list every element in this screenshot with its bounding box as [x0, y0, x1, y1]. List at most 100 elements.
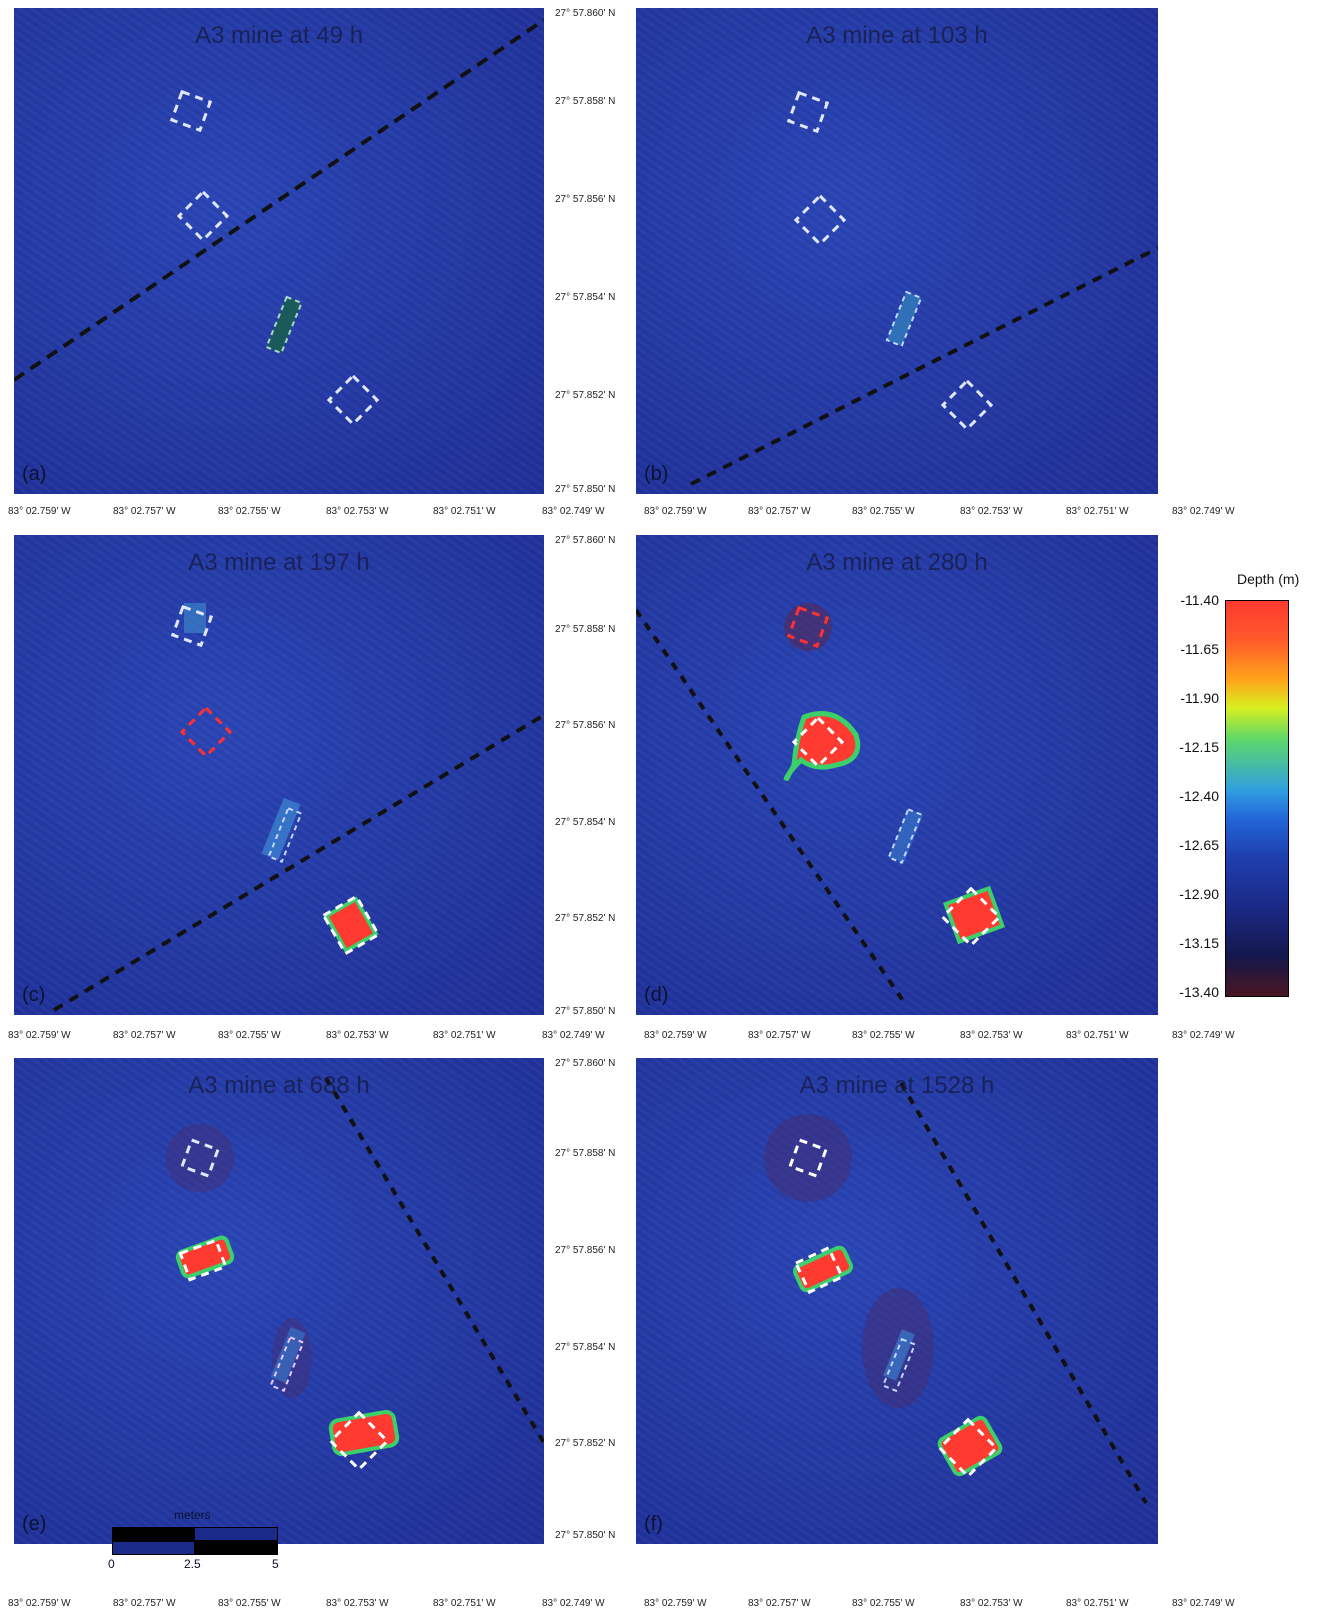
lon-tick: 83° 02.749' W	[542, 1030, 605, 1041]
colorbar-tick: -11.65	[1180, 641, 1219, 657]
lon-tick: 83° 02.755' W	[218, 1598, 281, 1609]
scale-segment	[112, 1527, 196, 1541]
panel-c-overlay	[52, 603, 544, 1012]
mine-marker	[791, 715, 845, 769]
lat-tick: 27° 57.850' N	[555, 1006, 616, 1017]
panel-letter: (f)	[644, 1513, 663, 1535]
lon-tick: 83° 02.759' W	[8, 1598, 71, 1609]
lat-tick: 27° 57.850' N	[555, 484, 616, 495]
panel-letter: (b)	[644, 463, 669, 485]
panel-letter: (c)	[22, 984, 46, 1006]
bathymetry-background	[14, 535, 544, 1015]
panel-d-overlay	[636, 603, 1006, 1007]
track-line	[324, 1076, 544, 1445]
colorbar-tick: -12.15	[1179, 739, 1219, 755]
lat-tick: 27° 57.854' N	[555, 1342, 616, 1353]
mine-marker	[178, 1238, 228, 1282]
mine-object	[270, 1326, 306, 1384]
lon-tick: 83° 02.749' W	[1172, 1030, 1235, 1041]
mine-marker	[786, 605, 830, 649]
colorbar-tick: -13.40	[1179, 984, 1219, 1000]
lon-tick: 83° 02.753' W	[960, 506, 1023, 517]
lon-tick: 83° 02.759' W	[8, 506, 71, 517]
mine-marker	[169, 89, 213, 133]
lon-tick: 83° 02.751' W	[433, 1598, 496, 1609]
lat-tick: 27° 57.856' N	[555, 194, 616, 205]
lon-tick: 83° 02.757' W	[113, 506, 176, 517]
lon-tick: 83° 02.755' W	[218, 1030, 281, 1041]
colorbar-tick: -11.90	[1180, 690, 1219, 706]
lon-tick: 83° 02.749' W	[542, 506, 605, 517]
lon-tick: 83° 02.759' W	[644, 1598, 707, 1609]
lon-tick: 83° 02.753' W	[960, 1598, 1023, 1609]
lat-tick: 27° 57.860' N	[555, 8, 616, 19]
scale-label: 5	[272, 1557, 279, 1571]
track-line	[636, 608, 908, 1007]
track-line	[899, 1081, 1148, 1505]
mine-marker	[793, 1245, 845, 1295]
mine-marker	[885, 290, 923, 348]
lat-tick: 27° 57.850' N	[555, 1530, 616, 1541]
lon-tick: 83° 02.755' W	[852, 506, 915, 517]
bathymetry-background	[636, 1058, 1158, 1544]
panel-title: A3 mine at 103 h	[806, 22, 988, 49]
lon-tick: 83° 02.751' W	[433, 506, 496, 517]
mine-marker	[267, 806, 303, 864]
lon-tick: 83° 02.753' W	[326, 1598, 389, 1609]
lat-tick: 27° 57.852' N	[555, 913, 616, 924]
track-line	[52, 713, 544, 1012]
lat-tick: 27° 57.860' N	[555, 1058, 616, 1069]
scale-segment	[194, 1541, 278, 1555]
lon-tick: 83° 02.755' W	[852, 1030, 915, 1041]
lon-tick: 83° 02.759' W	[8, 1030, 71, 1041]
panel-e-overlay	[166, 1076, 544, 1472]
lon-tick: 83° 02.759' W	[644, 1030, 707, 1041]
panel-title: A3 mine at 280 h	[806, 549, 988, 576]
mine-marker	[326, 373, 380, 427]
depth-colorbar	[1225, 600, 1289, 997]
panel-title: A3 mine at 1528 h	[799, 1072, 995, 1099]
panel-f: A3 mine at 1528 h (f)	[636, 1058, 1158, 1544]
mine-marker	[793, 193, 847, 247]
mine-object	[266, 296, 302, 354]
mine-marker	[269, 1335, 305, 1393]
mine-object	[261, 797, 301, 861]
lon-tick: 83° 02.759' W	[644, 506, 707, 517]
mine-marker	[940, 378, 994, 432]
scour-halo	[764, 1114, 852, 1202]
colorbar-tick: -12.40	[1179, 788, 1219, 804]
panel-a: A3 mine at 49 h (a)	[14, 8, 544, 494]
lon-tick: 83° 02.751' W	[1066, 1030, 1129, 1041]
lon-tick: 83° 02.757' W	[748, 1030, 811, 1041]
lon-tick: 83° 02.749' W	[542, 1598, 605, 1609]
lon-tick: 83° 02.755' W	[218, 506, 281, 517]
mine-marker	[176, 189, 230, 243]
scour-halo	[166, 1124, 234, 1192]
lon-tick: 83° 02.749' W	[1172, 1598, 1235, 1609]
panel-c: A3 mine at 197 h (c)	[14, 535, 544, 1015]
bathymetry-background	[636, 535, 1158, 1015]
lon-tick: 83° 02.749' W	[1172, 506, 1235, 517]
scour-object	[323, 896, 379, 954]
lat-tick: 27° 57.858' N	[555, 624, 616, 635]
colorbar-tick: -12.90	[1179, 886, 1219, 902]
colorbar-tick: -12.65	[1179, 837, 1219, 853]
lon-tick: 83° 02.755' W	[852, 1598, 915, 1609]
lat-tick: 27° 57.858' N	[555, 1148, 616, 1159]
scour-object	[942, 885, 1006, 945]
lon-tick: 83° 02.753' W	[960, 1030, 1023, 1041]
track-line	[14, 18, 544, 382]
lat-tick: 27° 57.856' N	[555, 720, 616, 731]
lon-tick: 83° 02.753' W	[326, 506, 389, 517]
lon-tick: 83° 02.751' W	[433, 1030, 496, 1041]
scale-label: 2.5	[184, 1557, 201, 1571]
panel-title: A3 mine at 688 h	[188, 1072, 370, 1099]
lon-tick: 83° 02.757' W	[113, 1598, 176, 1609]
mine-marker	[265, 295, 303, 355]
scale-segment	[112, 1541, 196, 1555]
lon-tick: 83° 02.757' W	[748, 506, 811, 517]
panel-b: A3 mine at 103 h (b)	[636, 8, 1158, 494]
colorbar-tick: -11.40	[1180, 592, 1219, 608]
colorbar-title: Depth (m)	[1237, 571, 1300, 587]
mine-marker	[887, 807, 923, 865]
